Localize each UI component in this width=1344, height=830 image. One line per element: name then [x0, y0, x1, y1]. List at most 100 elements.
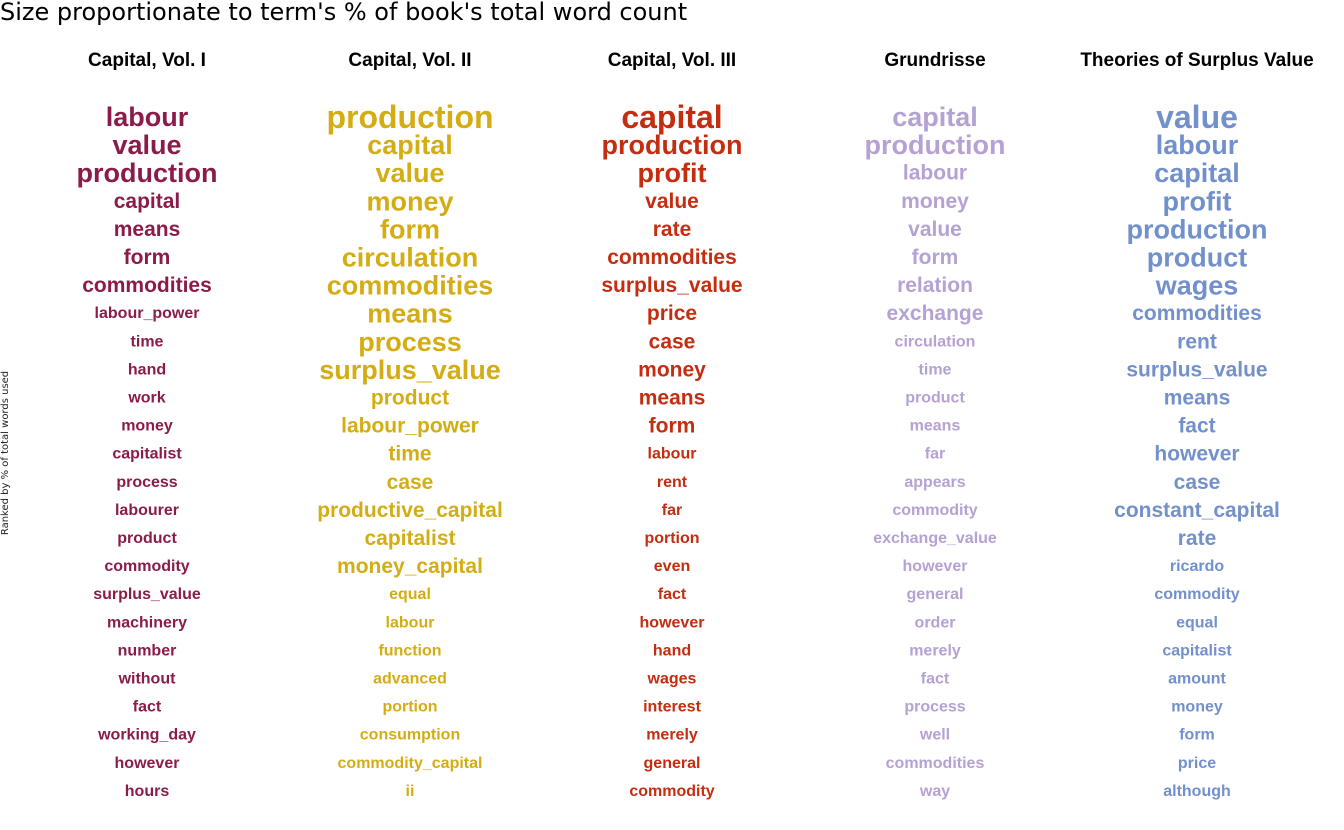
term-label: means	[1164, 387, 1231, 410]
term-label: commodities	[1132, 302, 1262, 325]
term-label: capital	[621, 99, 722, 135]
term-columns: Capital, Vol. Ilabourvalueproductioncapi…	[77, 50, 1314, 800]
term-label: labourer	[115, 502, 179, 519]
term-label: capital	[1154, 158, 1240, 188]
term-label: commodities	[886, 755, 985, 772]
term-label: production	[1127, 214, 1268, 244]
term-label: surplus_value	[1126, 358, 1267, 381]
term-label: circulation	[342, 243, 479, 273]
term-label: constant_capital	[1114, 499, 1280, 522]
column-header: Grundrisse	[884, 50, 985, 71]
term-label: labour	[106, 102, 189, 132]
term-label: wages	[647, 671, 697, 688]
term-label: hand	[653, 642, 691, 659]
term-label: merely	[646, 727, 698, 744]
term-label: capitalist	[112, 446, 182, 463]
term-label: wages	[1155, 271, 1239, 301]
term-label: value	[375, 158, 444, 188]
term-label: capitalist	[1162, 642, 1232, 659]
term-label: relation	[897, 274, 973, 297]
term-label: surplus_value	[93, 586, 201, 603]
term-label: surplus_value	[319, 355, 501, 385]
term-label: hours	[125, 783, 170, 800]
term-label: labour	[648, 446, 697, 463]
term-label: function	[378, 642, 441, 659]
term-label: means	[910, 418, 961, 435]
term-label: value	[1156, 99, 1238, 135]
term-label: consumption	[360, 727, 460, 744]
term-label: commodity_capital	[338, 755, 483, 772]
term-label: labour	[1156, 130, 1239, 160]
term-label: profit	[638, 158, 707, 188]
term-label: labour_power	[341, 415, 479, 438]
term-label: commodities	[607, 246, 737, 269]
term-label: value	[112, 130, 181, 160]
column-header: Capital, Vol. II	[348, 50, 471, 71]
term-label: productive_capital	[317, 499, 503, 522]
term-label: money_capital	[337, 555, 483, 578]
term-label: working_day	[97, 727, 196, 744]
term-label: capital	[892, 102, 978, 132]
term-label: far	[925, 446, 945, 463]
term-label: even	[654, 558, 690, 575]
term-label: form	[124, 246, 171, 269]
term-label: labour	[903, 162, 967, 185]
term-label: time	[919, 361, 952, 378]
term-label: appears	[904, 474, 965, 491]
term-label: process	[904, 699, 965, 716]
term-label: time	[388, 443, 431, 466]
term-label: money	[638, 358, 706, 381]
term-label: commodity	[104, 558, 189, 575]
term-label: order	[915, 614, 956, 631]
term-label: equal	[389, 586, 431, 603]
term-label: profit	[1163, 186, 1232, 216]
term-label: advanced	[373, 671, 447, 688]
term-label: rate	[1178, 527, 1217, 550]
term-label: price	[647, 302, 697, 325]
term-label: means	[114, 218, 181, 241]
term-label: machinery	[107, 614, 187, 631]
y-axis-label: Ranked by % of total words used	[0, 371, 11, 535]
term-label: labour	[386, 614, 435, 631]
term-label: money	[366, 186, 453, 216]
term-label: production	[77, 158, 218, 188]
term-label: product	[905, 390, 965, 407]
term-label: case	[1174, 471, 1221, 494]
term-label: product	[117, 530, 177, 547]
term-label: value	[908, 218, 962, 241]
term-label: means	[639, 387, 706, 410]
term-label: work	[127, 390, 165, 407]
term-label: process	[358, 327, 462, 357]
term-label: portion	[382, 699, 437, 716]
term-label: without	[118, 671, 177, 688]
term-label: interest	[643, 699, 701, 716]
term-label: rent	[657, 474, 688, 491]
term-label: portion	[644, 530, 699, 547]
term-label: far	[662, 502, 682, 519]
term-label: however	[640, 614, 705, 631]
term-label: surplus_value	[601, 274, 742, 297]
term-label: general	[644, 755, 701, 772]
term-label: fact	[921, 671, 950, 688]
term-label: capital	[367, 130, 453, 160]
chart-title: Size proportionate to term's % of book's…	[0, 0, 687, 26]
term-label: well	[919, 727, 950, 744]
term-label: production	[865, 130, 1006, 160]
term-label: however	[903, 558, 968, 575]
term-label: although	[1163, 783, 1231, 800]
term-label: product	[1147, 243, 1248, 273]
term-label: ricardo	[1170, 558, 1224, 575]
term-label: rent	[1177, 330, 1217, 353]
term-label: exchange	[887, 302, 984, 325]
term-label: money	[901, 190, 969, 213]
term-label: form	[1179, 727, 1215, 744]
term-label: circulation	[895, 333, 976, 350]
term-label: fact	[133, 699, 162, 716]
term-label: production	[602, 130, 743, 160]
term-label: fact	[1178, 415, 1215, 438]
term-label: exchange_value	[873, 530, 997, 547]
term-label: merely	[909, 642, 961, 659]
term-label: fact	[658, 586, 687, 603]
column-header: Theories of Surplus Value	[1080, 50, 1313, 71]
